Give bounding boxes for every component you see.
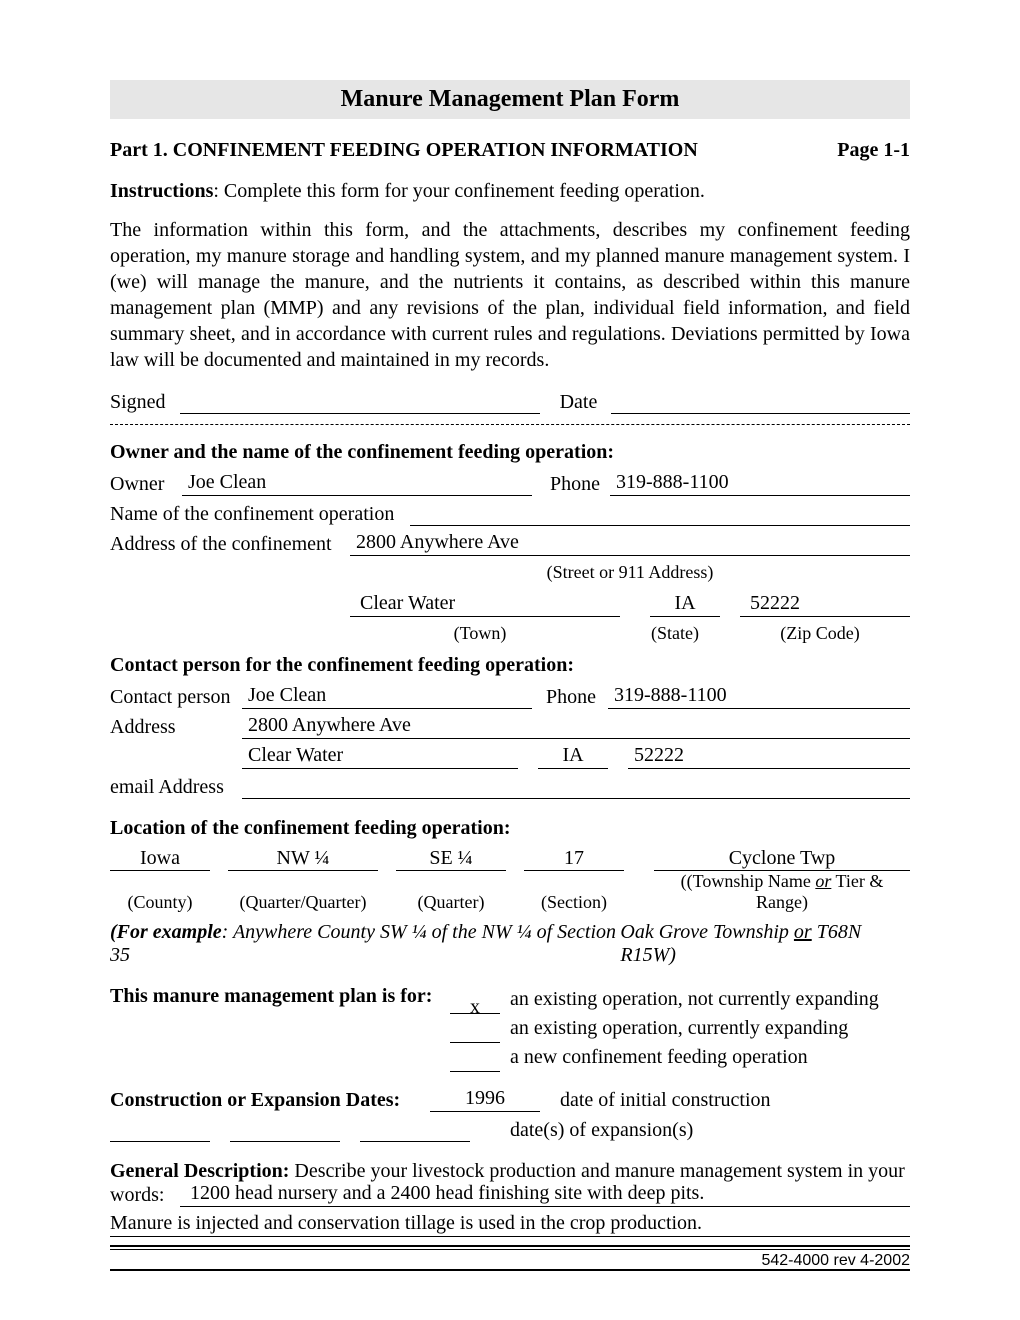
contact-addr-field[interactable]: 2800 Anywhere Ave	[242, 715, 910, 739]
loc-qq-hint: (Quarter/Quarter)	[228, 892, 378, 913]
date-field[interactable]	[611, 391, 910, 414]
plan-for-label: This manure management plan is for:	[110, 985, 450, 1072]
loc-county-field[interactable]: Iowa	[110, 848, 210, 871]
form-title: Manure Management Plan Form	[110, 80, 910, 119]
owner-section-heading: Owner and the name of the confinement fe…	[110, 441, 910, 464]
loc-qq-field[interactable]: NW ¼	[228, 848, 378, 871]
email-label: email Address	[110, 776, 242, 799]
addr-zip-field[interactable]: 52222	[740, 593, 910, 617]
owner-phone-label: Phone	[550, 473, 600, 496]
gen-desc-words: words:	[110, 1184, 180, 1207]
signed-label: Signed	[110, 391, 166, 414]
gen-desc-line1-field[interactable]: 1200 head nursery and a 2400 head finish…	[180, 1183, 910, 1207]
loc-q-hint: (Quarter)	[396, 892, 506, 913]
location-heading: Location of the confinement feeding oper…	[110, 817, 910, 840]
gen-desc-intro: Describe your livestock production and m…	[289, 1160, 904, 1182]
plan-opt2-text: an existing operation, currently expandi…	[510, 1014, 848, 1043]
contact-label: Contact person	[110, 686, 242, 709]
addr-state-field[interactable]: IA	[650, 593, 720, 617]
page-number: Page 1-1	[837, 139, 910, 162]
plan-opt1-text: an existing operation, not currently exp…	[510, 985, 879, 1014]
contact-section-heading: Contact person for the confinement feedi…	[110, 654, 910, 677]
contact-phone-label: Phone	[546, 686, 596, 709]
street-hint: (Street or 911 Address)	[350, 562, 910, 583]
rule-1	[110, 1245, 910, 1247]
town-hint: (Town)	[350, 623, 610, 644]
addr-town-field[interactable]: Clear Water	[350, 593, 620, 617]
signed-field[interactable]	[180, 391, 540, 414]
loc-county-hint: (County)	[110, 892, 210, 913]
loc-q-field[interactable]: SE ¼	[396, 848, 506, 871]
construction-text1: date of initial construction	[560, 1089, 771, 1112]
date-label: Date	[560, 391, 598, 414]
loc-twp-hint: ((Township Name or Tier & Range)	[654, 871, 910, 913]
op-name-field[interactable]	[410, 502, 910, 526]
footer-rev: 542-4000 rev 4-2002	[110, 1249, 910, 1270]
instructions-text: : Complete this form for your confinemen…	[213, 180, 705, 202]
owner-field[interactable]: Joe Clean	[182, 472, 532, 496]
addr-street-field[interactable]: 2800 Anywhere Ave	[350, 532, 910, 556]
contact-phone-field[interactable]: 319-888-1100	[608, 685, 910, 709]
plan-opt3-text: a new confinement feeding operation	[510, 1043, 808, 1072]
instructions-label: Instructions	[110, 180, 213, 202]
gen-desc-label: General Description:	[110, 1160, 289, 1182]
email-field[interactable]	[242, 775, 910, 799]
zip-hint: (Zip Code)	[730, 623, 910, 644]
loc-section-field[interactable]: 17	[524, 848, 624, 871]
state-hint: (State)	[640, 623, 710, 644]
contact-town-field[interactable]: Clear Water	[242, 745, 518, 769]
construction-text2: date(s) of expansion(s)	[510, 1119, 693, 1142]
loc-twp-field[interactable]: Cyclone Twp	[654, 848, 910, 871]
gen-desc-line2-field[interactable]: Manure is injected and conservation till…	[110, 1213, 910, 1237]
addr-label: Address of the confinement	[110, 533, 350, 556]
part-heading: Part 1. CONFINEMENT FEEDING OPERATION IN…	[110, 139, 698, 162]
expansion-date-1[interactable]	[110, 1118, 210, 1142]
plan-opt3-check[interactable]	[450, 1051, 500, 1072]
construction-label: Construction or Expansion Dates:	[110, 1089, 410, 1112]
body-paragraph: The information within this form, and th…	[110, 217, 910, 373]
expansion-date-2[interactable]	[230, 1118, 340, 1142]
expansion-date-3[interactable]	[360, 1118, 470, 1142]
contact-field[interactable]: Joe Clean	[242, 685, 532, 709]
op-name-label: Name of the confinement operation	[110, 503, 394, 526]
example-right: Oak Grove Township or T68N R15W)	[620, 921, 910, 967]
construction-year-field[interactable]: 1996	[430, 1088, 540, 1112]
plan-opt2-check[interactable]	[450, 1022, 500, 1043]
contact-addr-label: Address	[110, 716, 242, 739]
contact-zip-field[interactable]: 52222	[628, 745, 734, 769]
separator	[110, 424, 910, 425]
owner-label: Owner	[110, 473, 182, 496]
example-text: (For example: Anywhere County SW ¼ of th…	[110, 921, 620, 967]
contact-state-field[interactable]: IA	[538, 745, 608, 769]
owner-phone-field[interactable]: 319-888-1100	[610, 472, 910, 496]
loc-section-hint: (Section)	[524, 892, 624, 913]
plan-opt1-check[interactable]: x	[450, 993, 500, 1014]
